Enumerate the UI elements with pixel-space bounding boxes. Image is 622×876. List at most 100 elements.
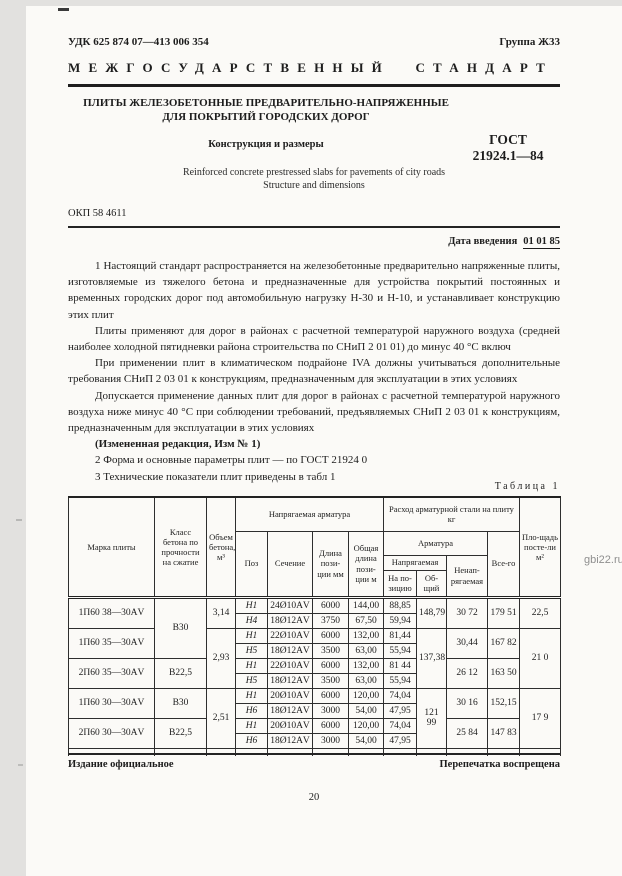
- cell-na-poz: 47,95: [383, 732, 417, 749]
- technical-table: Марка плиты Класс бетона по прочности на…: [68, 496, 561, 756]
- cell-vsego: 167 82: [487, 627, 520, 659]
- udk-code: УДК 625 874 07—413 006 354: [68, 36, 209, 48]
- cell-obshch-dlina: 63,00: [348, 672, 384, 689]
- okp-code: ОКП 58 4611: [68, 208, 127, 219]
- header-napr-armatura: Напрягаемая арматура: [235, 496, 384, 532]
- title-line-2: ДЛЯ ПОКРЫТИЙ ГОРОДСКИХ ДОРОГ: [162, 110, 370, 123]
- footer-official: Издание официальное: [68, 759, 174, 770]
- table-row: 1П60 30—30АV В30 2,51 Н1 20Ø10АV 6000 12…: [68, 687, 561, 749]
- cell-na-poz: 88,85: [383, 596, 417, 614]
- horizontal-rule: [68, 226, 560, 228]
- title-en-line-2: Structure and dimensions: [263, 180, 365, 191]
- gost-label: ГОСТ: [489, 132, 527, 147]
- cell-marka: 1П60 38—30АV: [68, 596, 155, 629]
- cell-marka: 1П60 35—30АV: [68, 627, 155, 659]
- page-number: 20: [308, 792, 320, 803]
- cell-klass: В22,5: [154, 657, 207, 689]
- header-sechenie: Сечение: [267, 530, 313, 598]
- cell-sechenie: 18Ø12АV: [267, 612, 313, 629]
- header-armatura: Арматура: [383, 530, 488, 556]
- cell-na-poz: 81,44: [383, 627, 417, 644]
- cell-sechenie: 24Ø10АV: [267, 596, 313, 614]
- document-title: ПЛИТЫ ЖЕЛЕЗОБЕТОННЫЕ ПРЕДВАРИТЕЛЬНО-НАПР…: [62, 97, 470, 124]
- cell-vsego: 152,15: [487, 687, 520, 719]
- cell-obshch-dlina: 63,00: [348, 642, 384, 659]
- cell-dlina: 6000: [312, 627, 349, 644]
- cell-na-poz: 59,94: [383, 612, 417, 629]
- cell-poz: Н4: [235, 612, 268, 629]
- cell-sechenie: 22Ø10АV: [267, 627, 313, 644]
- cell-sechenie: 18Ø12АV: [267, 732, 313, 749]
- cell-obshch-dlina: 132,00: [348, 657, 384, 674]
- date-value: 01 01 85: [523, 236, 560, 249]
- scan-artifact: [18, 764, 23, 766]
- cell-ploshchad: 17 9: [519, 687, 561, 749]
- cell-na-poz: 47,95: [383, 702, 417, 719]
- group-code: Группа Ж33: [499, 36, 560, 48]
- cell-obshch-dlina: 67,50: [348, 612, 384, 629]
- header-row-1: Марка плиты Класс бетона по прочности на…: [68, 496, 561, 598]
- stub-cell: [519, 747, 561, 756]
- cell-dlina: 6000: [312, 687, 349, 704]
- header-dlina: Длина пози-ции мм: [312, 530, 349, 598]
- cell-poz: Н5: [235, 672, 268, 689]
- cell-poz: Н6: [235, 702, 268, 719]
- cell-obshch-dlina: 120,00: [348, 717, 384, 734]
- table-caption: Таблица 1: [494, 481, 560, 492]
- paragraph-amendment: (Измененная редакция, Изм № 1): [95, 438, 261, 451]
- paragraph-2: Плиты применяют для дорог в районах с ра…: [68, 324, 560, 354]
- gost-designation: ГОСТ 21924.1—84: [455, 132, 561, 164]
- cell-nenapr: 25 84: [446, 717, 488, 749]
- footer: Издание официальное Перепечатка воспреще…: [68, 759, 560, 770]
- cell-obshch-dlina: 54,00: [348, 732, 384, 749]
- cell-dlina: 6000: [312, 657, 349, 674]
- cell-dlina: 3500: [312, 672, 349, 689]
- cell-obshch-dlina: 144,00: [348, 596, 384, 614]
- cell-obem: 2,51: [206, 687, 236, 749]
- cell-klass: В22,5: [154, 717, 207, 749]
- scan-artifact: [58, 8, 69, 11]
- header-ploshchad: Пло-щадь посте-ли м²: [519, 496, 561, 598]
- cell-na-poz: 55,94: [383, 672, 417, 689]
- paragraph-6: 2 Форма и основные параметры плит — по Г…: [95, 454, 368, 467]
- header-napryagaemaya: Напрягаемая: [383, 554, 447, 571]
- cell-obshch-dlina: 120,00: [348, 687, 384, 704]
- cell-poz: Н1: [235, 627, 268, 644]
- cell-nenapr: 30,44: [446, 627, 488, 659]
- cell-sechenie: 18Ø12АV: [267, 642, 313, 659]
- cell-obshchiy: 137,38: [416, 627, 447, 689]
- table-row: 1П60 38—30АV В30 3,14 Н1 24Ø10АV 6000 14…: [68, 596, 561, 659]
- subtitle: Конструкция и размеры: [208, 139, 324, 150]
- cell-na-poz: 55,94: [383, 642, 417, 659]
- cell-dlina: 3750: [312, 612, 349, 629]
- header-row-2: Поз Сечение Длина пози-ции мм Общая длин…: [69, 530, 561, 598]
- header-poz: Поз: [235, 530, 268, 598]
- cell-sechenie: 20Ø10АV: [267, 687, 313, 704]
- paragraph-3: При применении плит в климатическом подр…: [68, 357, 560, 386]
- table-row: 1П60 35—30АV 2,93 Н1 22Ø10АV 6000 132,00…: [68, 627, 561, 689]
- table-row: Н6 18Ø12АV 3000 54,00 47,95: [69, 702, 561, 719]
- cell-marka: 2П60 35—30АV: [68, 657, 155, 689]
- cell-marka: 2П60 30—30АV: [68, 717, 155, 749]
- cell-obshchiy: 121 99: [416, 687, 447, 749]
- cell-ploshchad: 22,5: [519, 596, 561, 629]
- paragraph-4: Допускается применение данных плит для д…: [68, 389, 560, 435]
- cell-marka: 1П60 30—30АV: [68, 687, 155, 719]
- table-stub-row: [68, 747, 561, 756]
- table-row: Н6 18Ø12АV 3000 54,00 47,95: [69, 732, 561, 749]
- cell-dlina: 3500: [312, 642, 349, 659]
- cell-poz: Н1: [235, 717, 268, 734]
- header-rashod: Расход арматурной стали на плиту кг: [383, 496, 520, 532]
- cell-nenapr: 26 12: [446, 657, 488, 689]
- footer-rule: [68, 753, 560, 755]
- cell-dlina: 3000: [312, 702, 349, 719]
- cell-dlina: 3000: [312, 732, 349, 749]
- heading-rule: [68, 84, 560, 87]
- cell-nenapr: 30 72: [446, 596, 488, 629]
- cell-obshch-dlina: 54,00: [348, 702, 384, 719]
- cell-obshchiy: 148,79: [416, 596, 447, 629]
- title-en-line-1: Reinforced concrete prestressed slabs fo…: [182, 167, 446, 178]
- cell-na-poz: 74,04: [383, 687, 417, 704]
- body-text: 1 Настоящий стандарт распространяется на…: [68, 258, 560, 485]
